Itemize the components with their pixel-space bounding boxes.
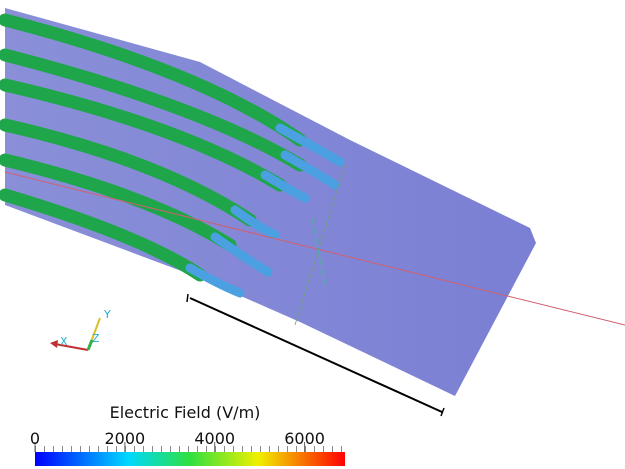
colorbar-tick-label: 4000	[194, 429, 235, 448]
triad-x-label: X	[60, 335, 68, 348]
colorbar-tick-label: 6000	[284, 429, 325, 448]
colorbar-tick-label: 2000	[104, 429, 145, 448]
visualization: X Y Z Electric Field (V/m) 0 2000 4000 6000	[0, 0, 625, 469]
colorbar-title: Electric Field (V/m)	[110, 403, 261, 422]
triad-z-label: Z	[92, 332, 100, 345]
colorbar-tick-label: 0	[30, 429, 40, 448]
axes-triad: X Y Z	[50, 308, 111, 350]
colorbar	[35, 452, 345, 466]
plate	[5, 8, 536, 396]
color-legend: Electric Field (V/m) 0 2000 4000 6000	[30, 403, 345, 466]
page: {"colorbar": {"title": "Electric Field (…	[0, 0, 625, 469]
triad-y-label: Y	[103, 308, 111, 321]
